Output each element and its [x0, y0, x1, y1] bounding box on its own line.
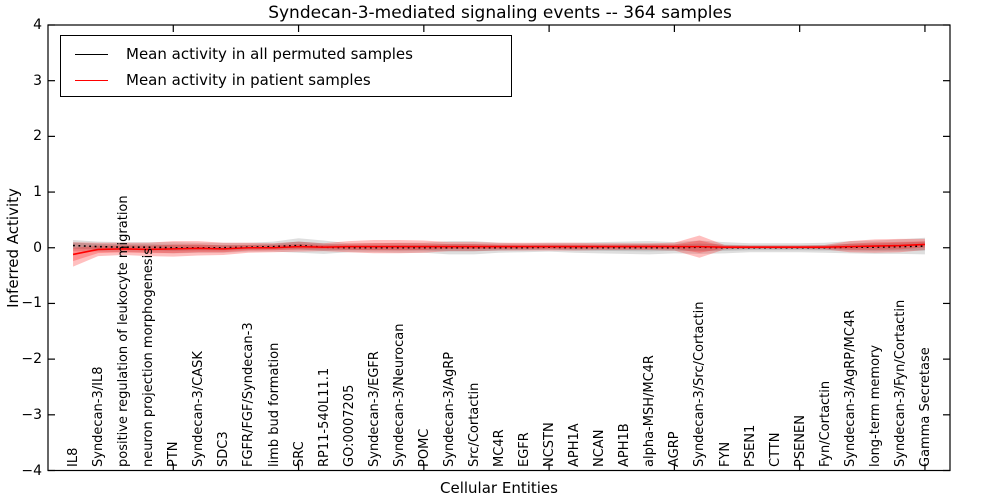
y-tick-label: 0	[33, 239, 42, 256]
x-tick-label: SDC3	[216, 431, 232, 467]
x-tick-label: Syndecan-3/CASK	[191, 351, 207, 467]
x-tick-label: PSEN1	[742, 424, 758, 467]
x-tick-label: APH1B	[617, 423, 633, 467]
patient-mean-line	[72, 243, 925, 256]
x-tick-label: SRC	[291, 441, 307, 467]
patient-band	[73, 235, 925, 267]
x-tick-label: Syndecan-3/Fyn/Cortactin	[892, 299, 908, 467]
y-tick-label: −3	[21, 406, 42, 423]
x-tick-label: Syndecan-3/Src/Cortactin	[692, 301, 708, 467]
x-tick-label: neuron projection morphogenesis	[141, 248, 157, 467]
x-axis-label: Cellular Entities	[440, 479, 558, 497]
legend-item-permuted: Mean activity in all permuted samples	[75, 41, 511, 67]
legend: Mean activity in all permuted samples Me…	[60, 35, 512, 97]
legend-item-patient: Mean activity in patient samples	[75, 67, 511, 93]
x-tick-label: Syndecan-3/Neurocan	[391, 323, 407, 467]
x-tick-label: NCSTN	[542, 422, 558, 467]
x-tick-label: IL8	[66, 447, 82, 467]
legend-line-sample-red	[75, 79, 108, 81]
x-tick-label: CTTN	[767, 432, 783, 467]
legend-line-sample-black	[75, 53, 108, 55]
y-tick-label: 3	[33, 72, 42, 89]
x-tick-label: Syndecan-3/AgRP/MC4R	[842, 309, 858, 467]
x-tick-label: Syndecan-3/IL8	[91, 366, 107, 467]
legend-label: Mean activity in patient samples	[126, 71, 371, 89]
y-tick-label: −1	[21, 295, 42, 312]
x-tick-label: NCAN	[592, 429, 608, 467]
x-tick-label: positive regulation of leukocyte migrati…	[116, 195, 132, 467]
x-tick-label: alpha-MSH/MC4R	[642, 355, 658, 467]
x-tick-label: long-term memory	[867, 344, 883, 467]
x-tick-label: FYN	[717, 441, 733, 467]
x-tick-label: GO:0007205	[341, 384, 357, 467]
y-tick-label: −4	[21, 462, 42, 479]
x-tick-label: EGFR	[517, 432, 533, 467]
x-tick-label: Src/Cortactin	[466, 382, 482, 467]
x-tick-label: Gamma Secretase	[917, 347, 933, 467]
x-tick-label: RP11-540L11.1	[316, 367, 332, 467]
y-tick-label: −2	[21, 351, 42, 368]
x-tick-label: PTN	[166, 441, 182, 467]
chart-title: Syndecan-3-mediated signaling events -- …	[268, 3, 732, 23]
x-tick-label: POMC	[416, 428, 432, 467]
y-tick-label: 1	[33, 184, 42, 201]
x-tick-label: APH1A	[567, 423, 583, 467]
x-tick-label: limb bud formation	[266, 342, 282, 467]
y-tick-label: 2	[33, 128, 42, 145]
x-tick-label: AGRP	[667, 431, 683, 467]
legend-label: Mean activity in all permuted samples	[126, 45, 413, 63]
x-tick-label: Syndecan-3/EGFR	[366, 351, 382, 467]
x-tick-label: MC4R	[492, 429, 507, 467]
x-tick-label: Fyn/Cortactin	[817, 380, 833, 467]
x-tick-label: Syndecan-3/AgRP	[441, 351, 457, 467]
y-tick-label: 4	[33, 17, 42, 33]
x-tick-label: FGFR/FGF/Syndecan-3	[241, 322, 257, 467]
x-tick-label: PSENEN	[792, 415, 808, 467]
patient-band	[73, 240, 925, 262]
permuted-mean-line	[73, 244, 925, 249]
